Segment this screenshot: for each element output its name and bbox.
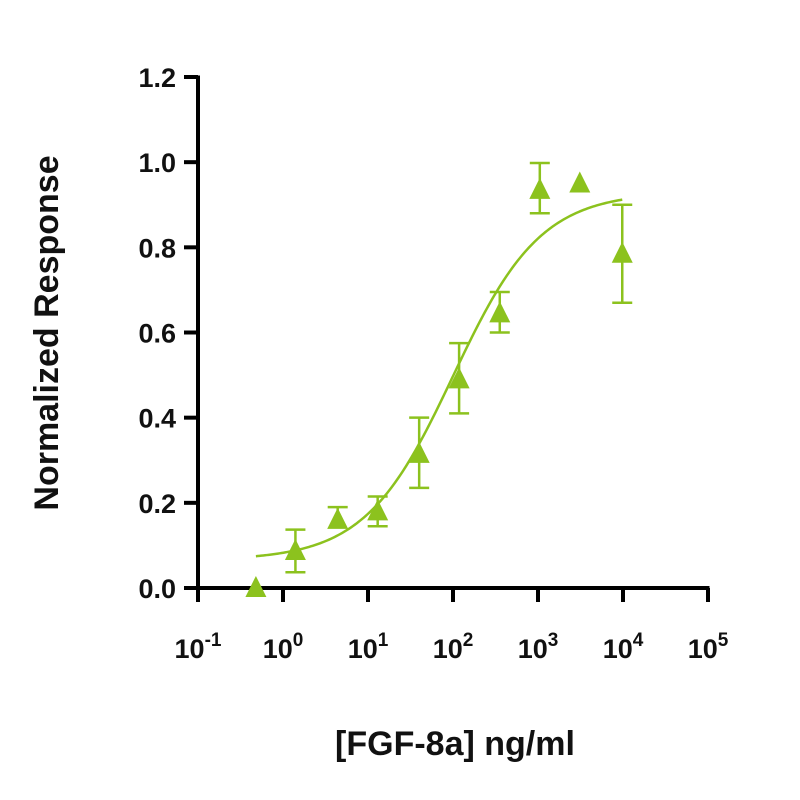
x-tick-exponent: 4	[633, 630, 644, 651]
x-tick-base: 10	[348, 634, 378, 664]
y-axis-ticks: 0.0 0.2 0.4 0.6 0.8 1.0 1.2	[138, 63, 198, 604]
x-tick-base: 10	[688, 634, 718, 664]
data-point-triangle	[245, 576, 267, 597]
y-tick-label: 0.2	[138, 489, 176, 519]
x-tick-base: 10	[603, 634, 633, 664]
y-tick-label: 0.6	[138, 319, 176, 349]
data-point-triangle	[367, 499, 389, 521]
y-tick-label: 0.8	[138, 233, 176, 263]
x-tick-label: 101	[348, 630, 389, 664]
data-point-triangle	[489, 301, 511, 323]
plot-area	[196, 75, 710, 597]
data-point-triangle	[448, 367, 470, 389]
data-point-triangle	[529, 177, 551, 199]
data-point-triangle	[569, 171, 591, 193]
x-tick-label: 103	[518, 630, 559, 664]
x-tick-label: 104	[603, 630, 644, 664]
x-tick-label: 105	[688, 630, 729, 664]
y-tick-label: 0.0	[138, 574, 176, 604]
x-axis-title: [FGF-8a] ng/ml	[335, 725, 575, 763]
x-tick-exponent: -1	[205, 630, 222, 651]
data-point-triangle	[408, 441, 430, 463]
x-tick-exponent: 0	[293, 630, 304, 651]
x-tick-base: 10	[263, 634, 293, 664]
x-tick-exponent: 1	[378, 630, 389, 651]
x-tick-base: 10	[175, 634, 205, 664]
y-tick-label: 1.2	[138, 63, 176, 93]
x-axis-ticks: 10-1 100 101 102 103 104 105	[175, 588, 729, 664]
x-tick-label: 102	[433, 630, 474, 664]
data-point-triangle	[611, 241, 633, 263]
x-tick-label: 100	[263, 630, 304, 664]
x-tick-label: 10-1	[175, 630, 222, 664]
y-tick-label: 0.4	[138, 404, 176, 434]
x-tick-base: 10	[433, 634, 463, 664]
data-point-triangle	[284, 538, 306, 560]
x-tick-base: 10	[518, 634, 548, 664]
fit-curve	[255, 198, 623, 558]
data-point-triangle	[327, 507, 349, 529]
x-tick-exponent: 2	[463, 630, 474, 651]
x-tick-exponent: 5	[718, 630, 729, 651]
x-tick-exponent: 3	[548, 630, 559, 651]
y-axis-title: Normalized Response	[28, 155, 66, 510]
y-tick-label: 1.0	[138, 148, 176, 178]
